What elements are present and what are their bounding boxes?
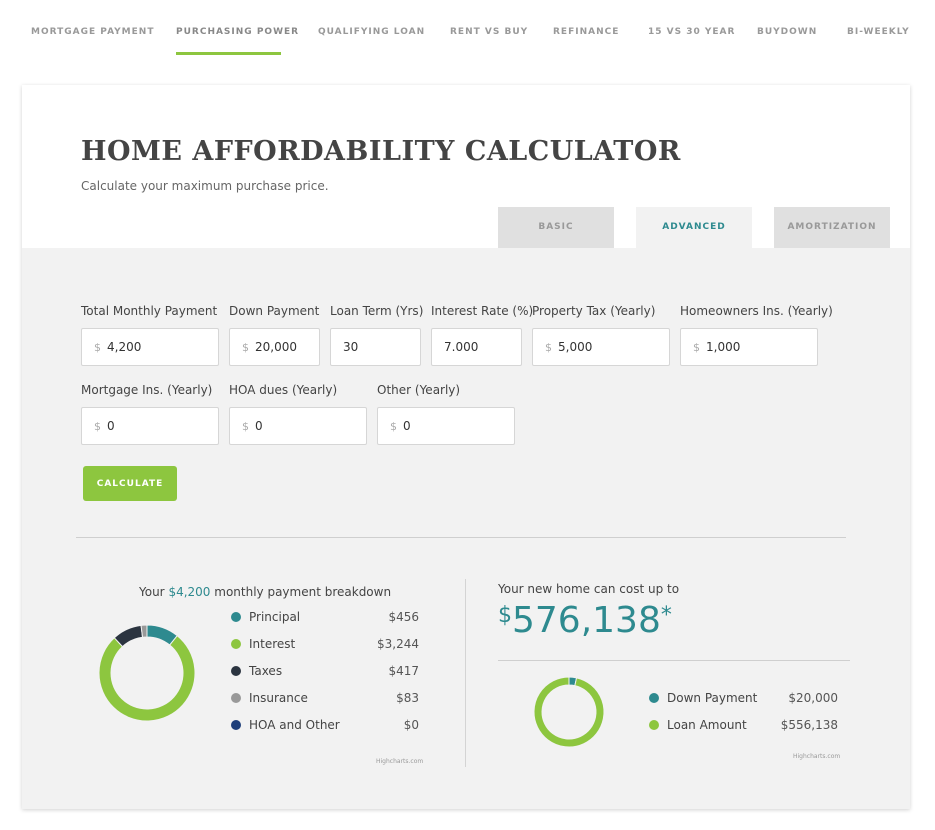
legend-value-interest: $3,244 xyxy=(377,637,419,651)
other-yearly-label: Other (Yearly) xyxy=(377,383,461,397)
page-title: HOME AFFORDABILITY CALCULATOR xyxy=(81,136,681,167)
nav-buydown[interactable]: BUYDOWN xyxy=(757,27,818,37)
nav-refinance[interactable]: REFINANCE xyxy=(553,27,620,37)
legend-dot-icon xyxy=(231,666,241,676)
donut-slice-insurance[interactable] xyxy=(140,624,148,638)
field-value: 5,000 xyxy=(558,340,593,354)
result-divider xyxy=(498,660,850,661)
field-value: 4,200 xyxy=(107,340,142,354)
legend-value-loan-amount: $556,138 xyxy=(780,718,838,732)
field-value: 20,000 xyxy=(255,340,297,354)
legend-value-down-payment: $20,000 xyxy=(788,691,838,705)
nav-mortgage-payment[interactable]: MORTGAGE PAYMENT xyxy=(31,27,155,37)
property-tax-label: Property Tax (Yearly) xyxy=(532,304,656,318)
legend-hoa-and-other[interactable]: HOA and Other xyxy=(231,718,340,732)
nav-rent-vs-buy[interactable]: RENT VS BUY xyxy=(450,27,529,37)
legend-loan-amount[interactable]: Loan Amount xyxy=(649,718,747,732)
legend-interest[interactable]: Interest xyxy=(231,637,295,651)
field-value: 7.000 xyxy=(444,340,479,354)
legend-value-insurance: $83 xyxy=(396,691,419,705)
legend-value-principal: $456 xyxy=(388,610,419,624)
calculator-nav: MORTGAGE PAYMENT PURCHASING POWER QUALIF… xyxy=(0,0,935,60)
legend-dot-icon xyxy=(231,693,241,703)
legend-label: Down Payment xyxy=(667,691,758,705)
result-amount: $576,138* xyxy=(498,600,672,641)
currency-symbol: $ xyxy=(390,419,397,433)
currency-symbol: $ xyxy=(94,340,101,354)
hoa-dues-input[interactable]: $ 0 xyxy=(229,407,367,445)
interest-rate-input[interactable]: 7.000 xyxy=(431,328,522,366)
donut-slice-interest[interactable] xyxy=(98,635,196,722)
nav-bi-weekly[interactable]: BI-WEEKLY xyxy=(847,27,910,37)
section-divider xyxy=(76,537,846,538)
breakdown-title-suffix: monthly payment breakdown xyxy=(210,585,392,599)
tab-amortization[interactable]: AMORTIZATION xyxy=(774,207,890,248)
homeowners-ins-label: Homeowners Ins. (Yearly) xyxy=(680,304,833,318)
result-asterisk: * xyxy=(660,603,672,628)
calculator-card: HOME AFFORDABILITY CALCULATOR Calculate … xyxy=(22,85,910,809)
legend-value-hoa-and-other: $0 xyxy=(403,718,419,732)
card-header: HOME AFFORDABILITY CALCULATOR Calculate … xyxy=(22,85,910,248)
currency-symbol: $ xyxy=(242,340,249,354)
legend-label: Interest xyxy=(249,637,296,651)
chart-credit[interactable]: Highcharts.com xyxy=(793,753,841,760)
legend-insurance[interactable]: Insurance xyxy=(231,691,308,705)
legend-dot-icon xyxy=(649,720,659,730)
field-value: 0 xyxy=(255,419,263,433)
legend-dot-icon xyxy=(231,639,241,649)
interest-rate-label: Interest Rate (%) xyxy=(431,304,534,318)
legend-dot-icon xyxy=(231,720,241,730)
mortgage-ins-label: Mortgage Ins. (Yearly) xyxy=(81,383,213,397)
result-amount-number: 576,138 xyxy=(512,600,661,641)
field-value: 0 xyxy=(107,419,115,433)
nav-qualifying-loan[interactable]: QUALIFYING LOAN xyxy=(318,27,426,37)
nav-purchasing-power[interactable]: PURCHASING POWER xyxy=(176,27,300,37)
page-subtitle: Calculate your maximum purchase price. xyxy=(81,179,329,193)
hoa-dues-label: HOA dues (Yearly) xyxy=(229,383,338,397)
legend-label: HOA and Other xyxy=(249,718,340,732)
tab-basic[interactable]: BASIC xyxy=(498,207,614,248)
property-tax-input[interactable]: $ 5,000 xyxy=(532,328,670,366)
mortgage-ins-input[interactable]: $ 0 xyxy=(81,407,219,445)
currency-symbol: $ xyxy=(242,419,249,433)
legend-dot-icon xyxy=(231,612,241,622)
legend-taxes[interactable]: Taxes xyxy=(231,664,282,678)
other-yearly-input[interactable]: $ 0 xyxy=(377,407,515,445)
total-monthly-payment-input[interactable]: $ 4,200 xyxy=(81,328,219,366)
vertical-divider xyxy=(465,579,466,767)
purchase-price-donut xyxy=(533,676,605,748)
calculate-button[interactable]: CALCULATE xyxy=(83,466,177,501)
breakdown-title: Your $4,200 monthly payment breakdown xyxy=(139,585,391,599)
legend-label: Taxes xyxy=(249,664,283,678)
down-payment-input[interactable]: $ 20,000 xyxy=(229,328,320,366)
nav-15-vs-30-year[interactable]: 15 VS 30 YEAR xyxy=(648,27,736,37)
legend-label: Loan Amount xyxy=(667,718,747,732)
currency-symbol: $ xyxy=(693,340,700,354)
legend-principal[interactable]: Principal xyxy=(231,610,300,624)
legend-label: Principal xyxy=(249,610,301,624)
field-value: 0 xyxy=(403,419,411,433)
result-label: Your new home can cost up to xyxy=(498,582,680,596)
payment-breakdown-donut xyxy=(98,624,196,722)
total-monthly-payment-label: Total Monthly Payment xyxy=(81,304,218,318)
loan-term-input[interactable]: 30 xyxy=(330,328,421,366)
chart-credit[interactable]: Highcharts.com xyxy=(376,758,424,765)
homeowners-ins-input[interactable]: $ 1,000 xyxy=(680,328,818,366)
currency-symbol: $ xyxy=(545,340,552,354)
legend-dot-icon xyxy=(649,693,659,703)
currency-symbol: $ xyxy=(94,419,101,433)
legend-label: Insurance xyxy=(249,691,308,705)
tab-advanced[interactable]: ADVANCED xyxy=(636,207,752,248)
result-currency-symbol: $ xyxy=(498,603,512,628)
active-nav-underline xyxy=(176,52,281,55)
donut-slice-loan-amount[interactable] xyxy=(533,676,605,748)
legend-value-taxes: $417 xyxy=(388,664,419,678)
loan-term-label: Loan Term (Yrs) xyxy=(330,304,424,318)
field-value: 30 xyxy=(343,340,359,354)
down-payment-label: Down Payment xyxy=(229,304,320,318)
legend-down-payment[interactable]: Down Payment xyxy=(649,691,757,705)
field-value: 1,000 xyxy=(706,340,741,354)
breakdown-title-amount: $4,200 xyxy=(168,585,211,599)
breakdown-title-prefix: Your xyxy=(139,585,169,599)
